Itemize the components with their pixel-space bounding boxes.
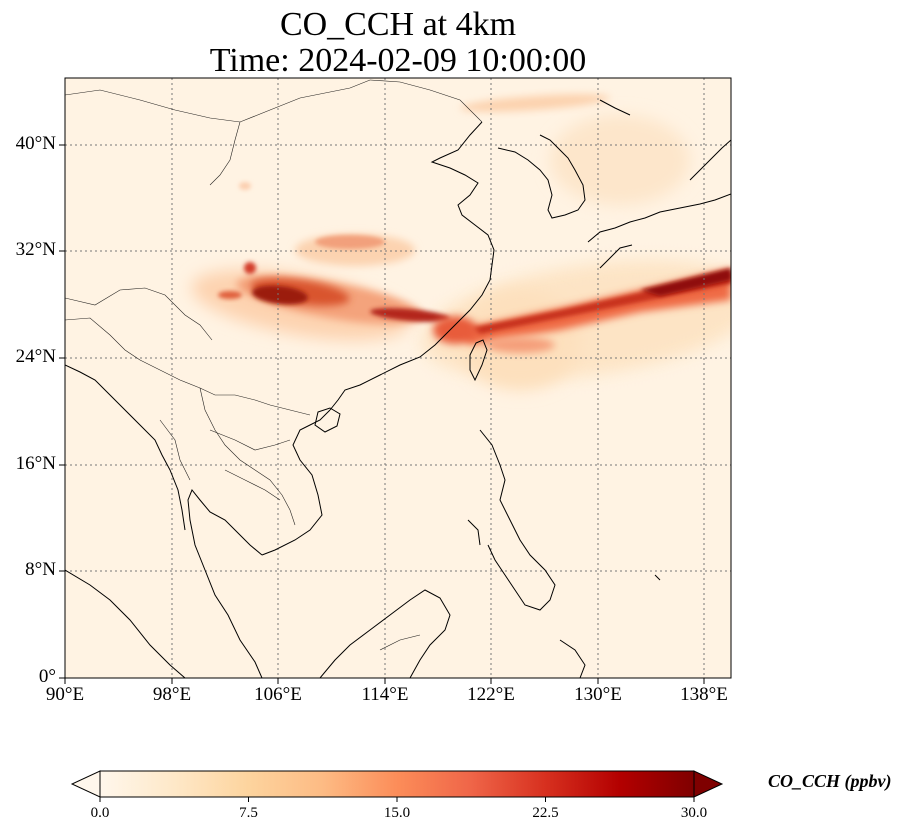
country-borders xyxy=(65,79,483,651)
gridlines xyxy=(65,78,731,678)
colorbar-tick-label: 22.5 xyxy=(532,805,559,821)
lon-tick-label: 122°E xyxy=(467,684,515,705)
colorbar-tick-label: 30.0 xyxy=(680,805,708,821)
lat-tick-label: 8°N xyxy=(25,559,56,580)
colorbar xyxy=(70,770,724,802)
colorbar-tick-label: 0.0 xyxy=(90,805,110,821)
colorbar-title: CO_CCH (ppbv) xyxy=(768,771,892,791)
colorbar-gradient xyxy=(99,770,695,798)
colorbar-extend-min xyxy=(70,770,101,798)
coastlines xyxy=(65,99,731,678)
concentration-field xyxy=(191,94,731,390)
lon-tick-label: 138°E xyxy=(680,684,728,705)
lat-tick-label: 32°N xyxy=(15,239,56,260)
lat-tick-label: 24°N xyxy=(15,346,56,367)
colorbar-tick-label: 15.0 xyxy=(383,805,411,821)
axis-ticks xyxy=(59,144,705,684)
lat-tick-label: 16°N xyxy=(15,453,56,474)
lon-tick-label: 90°E xyxy=(45,684,85,705)
lat-tick-label: 40°N xyxy=(15,133,56,154)
lon-tick-label: 114°E xyxy=(361,684,409,705)
lon-tick-label: 130°E xyxy=(574,684,622,705)
map-frame xyxy=(64,77,732,679)
colorbar-tick-label: 7.5 xyxy=(239,805,258,821)
colorbar-extend-max xyxy=(693,770,724,798)
chart-subtitle-time: Time: 2024-02-09 10:00:00 xyxy=(209,42,587,79)
lon-tick-label: 98°E xyxy=(152,684,192,705)
chart-title: CO_CCH at 4km xyxy=(279,6,517,43)
lat-tick-label: 0° xyxy=(38,666,56,687)
lon-tick-label: 106°E xyxy=(254,684,302,705)
map-area[interactable] xyxy=(65,78,766,678)
